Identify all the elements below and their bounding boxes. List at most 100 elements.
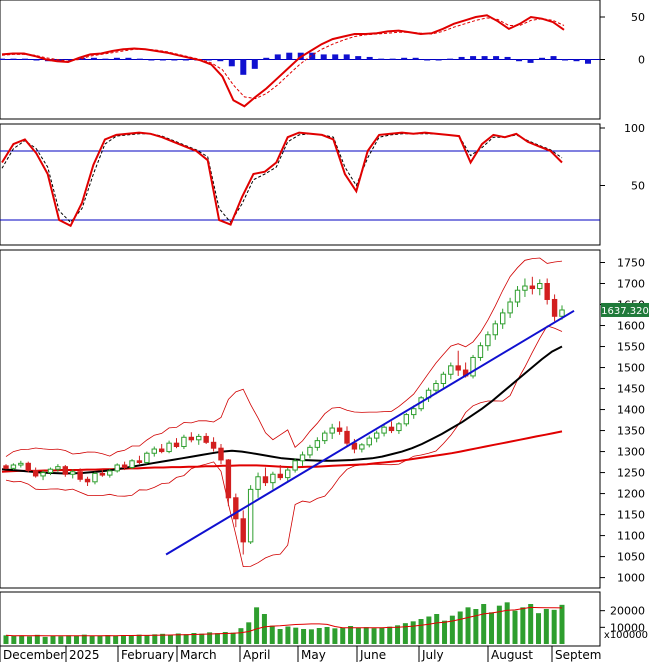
macd-histogram-bar (21, 58, 28, 60)
candle-body (32, 469, 39, 477)
trend-line (165, 309, 575, 556)
macd-histogram-bar (481, 56, 488, 60)
volume-bar (316, 628, 322, 644)
macd-histogram-bar (286, 52, 293, 60)
macd-histogram-bar (251, 59, 258, 69)
macd-histogram-bar (205, 59, 212, 61)
macd-histogram-bar (90, 57, 97, 60)
volume-bar (73, 635, 79, 644)
volume-bar (293, 627, 299, 644)
candle-body (485, 334, 491, 347)
volume-bar (50, 635, 56, 644)
macd-histogram-bar (366, 56, 373, 60)
volume-bar (324, 627, 330, 644)
candle-body (107, 470, 113, 476)
candle-body (537, 283, 543, 290)
price-tick-label: 1250 (617, 467, 645, 480)
volume-bar (512, 610, 518, 644)
candle-body (381, 426, 387, 434)
candle-body (225, 459, 232, 499)
volume-bar (481, 604, 487, 644)
volume-bar (418, 619, 424, 644)
volume-bar (199, 633, 205, 644)
candle-body (136, 460, 143, 463)
month-label: Septem (555, 648, 601, 662)
volume-bar (520, 607, 526, 644)
volume-bar (348, 626, 354, 644)
last-price-label: 1637.320 (601, 306, 649, 317)
volume-bar (559, 604, 565, 644)
macd-histogram-bar (171, 59, 178, 61)
candle-body (114, 464, 120, 472)
month-label: 2025 (69, 648, 100, 662)
volume-bar (395, 625, 401, 644)
candle-body (255, 476, 261, 490)
volume-bar (261, 614, 267, 644)
volume-bar (551, 609, 557, 644)
candle-body (470, 356, 476, 377)
macd-histogram-bar (274, 54, 281, 60)
macd-histogram-bar (309, 52, 316, 60)
volume-bar (167, 635, 173, 644)
volume-bar (434, 614, 440, 644)
price-tick-label: 1100 (617, 530, 645, 543)
candle-body (3, 465, 9, 469)
volume-bar (301, 629, 307, 644)
macd-histogram-bar (516, 59, 523, 62)
candle-body (492, 323, 498, 336)
candle-body (18, 462, 24, 466)
month-label: April (243, 648, 270, 662)
volume-bar (214, 633, 220, 644)
candle-body (322, 432, 328, 442)
candle-body (373, 432, 380, 439)
volume-bar (66, 635, 72, 644)
macd-histogram-bar (585, 59, 591, 64)
month-label: August (491, 648, 533, 662)
candle-body (314, 440, 321, 448)
stochastic-panel: 100 50 (0, 122, 645, 246)
candle-body (166, 442, 172, 453)
candle-body (144, 452, 150, 463)
macd-histogram-bar (458, 56, 465, 60)
candle-body (262, 476, 269, 484)
candle-body (121, 464, 128, 469)
candle-body (92, 472, 98, 483)
macd-tick-label: 0 (638, 54, 645, 67)
candle-body (433, 382, 439, 391)
volume-bar (254, 607, 260, 644)
price-tick-label: 1750 (617, 257, 645, 270)
volume-bar (277, 629, 283, 644)
volume-bar (183, 634, 189, 644)
macd-histogram-bar (435, 59, 442, 61)
candle-body (499, 312, 506, 325)
macd-histogram-bar (378, 58, 385, 60)
volume-bar (496, 605, 502, 644)
macd-histogram-bar (263, 57, 270, 60)
stoch-k-line (1, 131, 563, 228)
price-panel: 1750170016501600155015001450140013501300… (0, 249, 649, 589)
candle-body (514, 289, 521, 303)
volume-bar (160, 633, 166, 644)
candle-body (307, 446, 313, 456)
candle-body (329, 427, 335, 434)
macd-histogram-bar (0, 58, 5, 60)
candle-body (173, 442, 180, 448)
macd-histogram-bar (539, 57, 546, 60)
price-tick-label: 1350 (617, 425, 645, 438)
volume-bar (449, 615, 455, 644)
volume-bar (105, 635, 111, 644)
candle-body (203, 435, 209, 443)
macd-histogram-bar (102, 58, 109, 60)
volume-bar (191, 633, 197, 644)
candle-body (270, 473, 276, 484)
candle-body (77, 471, 83, 480)
lower-band (5, 325, 563, 568)
volume-bar (387, 626, 393, 644)
volume-bar (536, 613, 542, 644)
candle-body (40, 472, 46, 477)
month-label: December (3, 648, 65, 662)
price-tick-label: 1700 (617, 278, 645, 291)
candle-body (10, 464, 17, 469)
